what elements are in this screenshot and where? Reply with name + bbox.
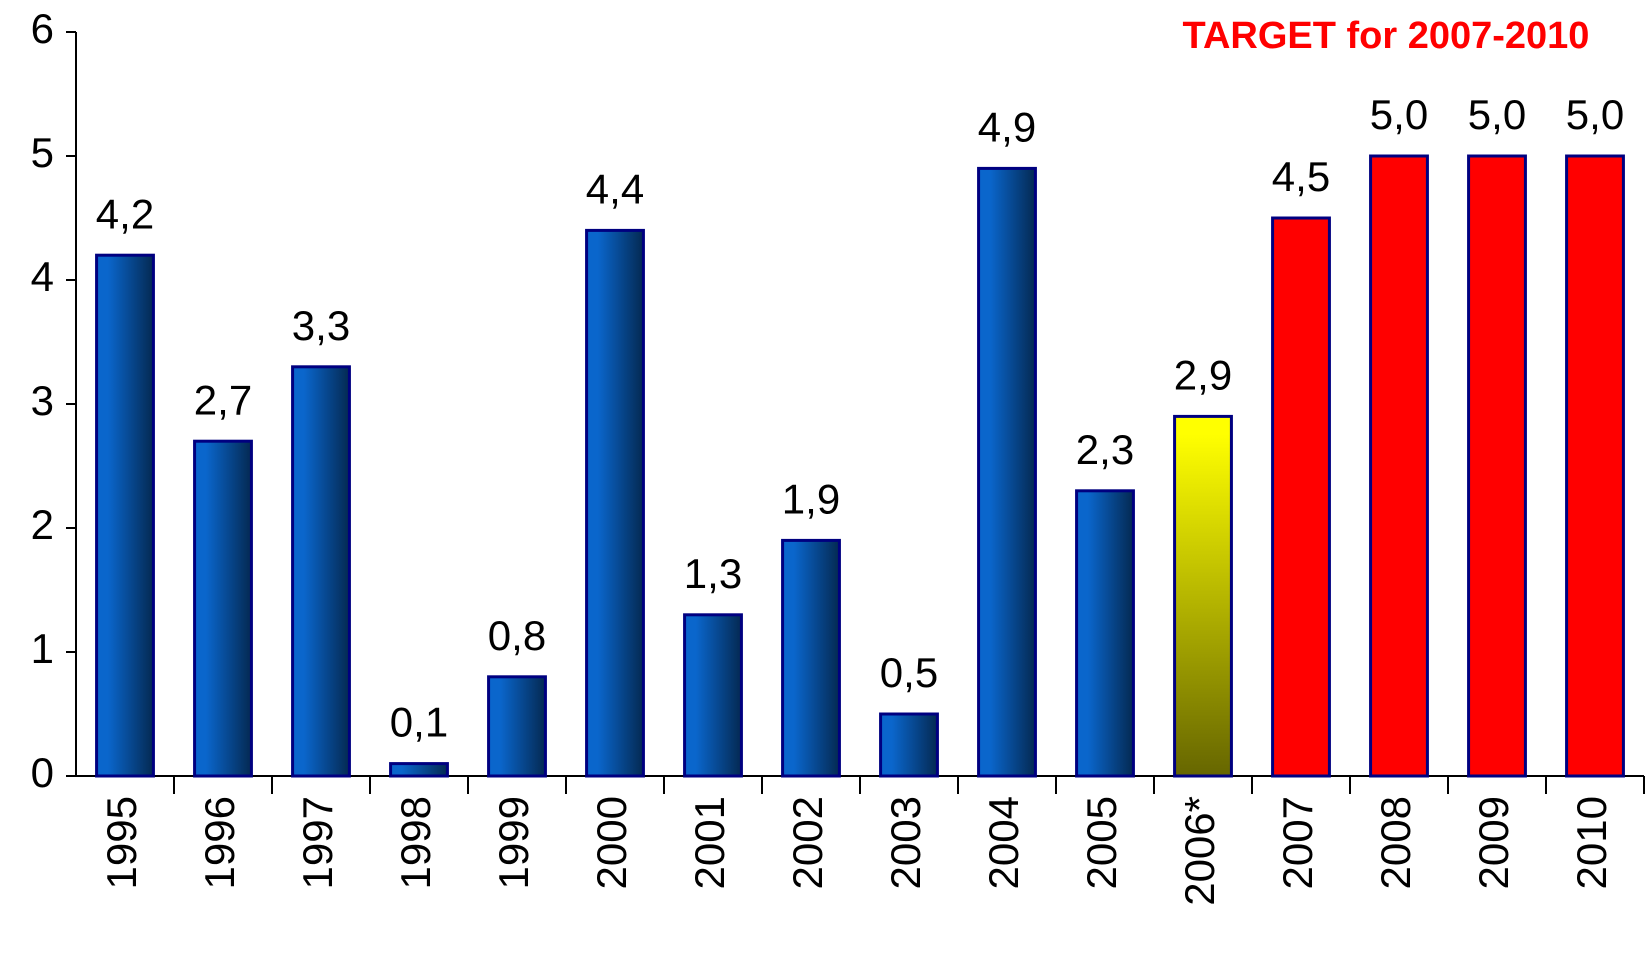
value-label: 5,0 — [1566, 91, 1624, 138]
value-label: 4,9 — [978, 103, 1036, 150]
bar — [879, 712, 939, 778]
x-tick-label: 1996 — [196, 796, 243, 889]
y-tick-label: 1 — [31, 625, 54, 672]
y-tick-label: 2 — [31, 501, 54, 548]
x-tick-label: 2006* — [1176, 796, 1223, 906]
bar — [95, 253, 155, 778]
x-tick-label: 1998 — [392, 796, 439, 889]
bar — [683, 613, 743, 778]
x-tick-label: 2008 — [1372, 796, 1419, 889]
value-label: 4,2 — [96, 190, 154, 237]
value-label: 0,1 — [390, 699, 448, 746]
value-label: 0,8 — [488, 612, 546, 659]
x-tick-label: 2000 — [588, 796, 635, 889]
bar — [585, 228, 645, 778]
value-label: 2,9 — [1174, 351, 1232, 398]
x-tick-label: 1999 — [490, 796, 537, 889]
bar — [1075, 489, 1135, 778]
x-tick-label: 2003 — [882, 796, 929, 889]
y-tick-label: 6 — [31, 5, 54, 52]
value-label: 1,3 — [684, 550, 742, 597]
x-tick-label: 2002 — [784, 796, 831, 889]
value-label: 5,0 — [1370, 91, 1428, 138]
bar — [1467, 154, 1527, 778]
bar — [977, 166, 1037, 778]
x-tick-label: 2004 — [980, 796, 1027, 889]
value-label: 3,3 — [292, 302, 350, 349]
bar — [1271, 216, 1331, 778]
value-label: 4,5 — [1272, 153, 1330, 200]
bar — [291, 365, 351, 778]
value-label: 5,0 — [1468, 91, 1526, 138]
x-tick-label: 2010 — [1568, 796, 1615, 889]
x-tick-label: 2001 — [686, 796, 733, 889]
y-tick-label: 4 — [31, 253, 54, 300]
bar — [389, 762, 449, 778]
x-tick-label: 2005 — [1078, 796, 1125, 889]
y-tick-label: 5 — [31, 129, 54, 176]
annotation: TARGET for 2007-2010 — [1183, 15, 1590, 57]
value-label: 0,5 — [880, 649, 938, 696]
value-label: 4,4 — [586, 165, 644, 212]
value-label: 2,3 — [1076, 426, 1134, 473]
value-label: 2,7 — [194, 376, 252, 423]
y-tick-label: 3 — [31, 377, 54, 424]
x-tick-label: 2009 — [1470, 796, 1517, 889]
bar — [487, 675, 547, 778]
x-tick-label: 1995 — [98, 796, 145, 889]
value-label: 1,9 — [782, 475, 840, 522]
bar — [193, 439, 253, 778]
x-tick-label: 2007 — [1274, 796, 1321, 889]
bar — [1369, 154, 1429, 778]
x-tick-label: 1997 — [294, 796, 341, 889]
y-tick-label: 0 — [31, 749, 54, 796]
bar — [1565, 154, 1625, 778]
bar — [1173, 414, 1233, 778]
bar — [781, 538, 841, 778]
